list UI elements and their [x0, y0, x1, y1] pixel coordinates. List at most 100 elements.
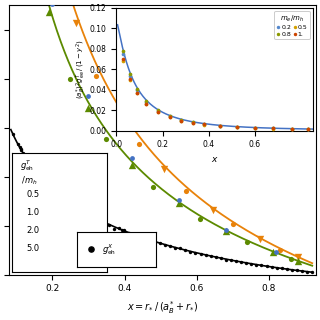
- Point: [136, 142, 141, 147]
- Point: [97, 218, 102, 223]
- Point: [223, 228, 228, 234]
- Point: [25, 156, 30, 162]
- Point: [274, 250, 279, 255]
- Point: [279, 266, 284, 271]
- Point: [284, 267, 289, 272]
- Point: [257, 236, 262, 241]
- Point: [198, 252, 203, 257]
- Point: [91, 215, 96, 220]
- Point: [300, 268, 305, 274]
- Point: [96, 216, 101, 221]
- Point: [213, 255, 218, 260]
- Point: [59, 196, 64, 202]
- Point: [137, 234, 142, 239]
- Point: [295, 255, 300, 260]
- Point: [274, 265, 279, 270]
- Point: [129, 162, 134, 167]
- Point: [211, 207, 216, 212]
- Point: [223, 257, 228, 262]
- Point: [86, 93, 91, 98]
- Point: [116, 109, 122, 115]
- Point: [10, 131, 15, 136]
- Point: [157, 240, 163, 245]
- Point: [107, 223, 112, 228]
- Point: [61, 196, 66, 201]
- Point: [244, 260, 249, 265]
- Point: [270, 249, 275, 254]
- Point: [56, 191, 61, 196]
- Point: [81, 207, 86, 212]
- Point: [122, 227, 127, 232]
- Point: [230, 222, 236, 227]
- Point: [91, 216, 96, 221]
- Point: [127, 230, 132, 235]
- Point: [259, 263, 264, 268]
- X-axis label: $x = r_{*}\,/\,(a^{*}_{B} + r_{*})$: $x = r_{*}\,/\,(a^{*}_{B} + r_{*})$: [127, 299, 198, 316]
- Point: [19, 147, 24, 152]
- Point: [20, 151, 25, 156]
- Point: [18, 144, 23, 149]
- Point: [218, 256, 223, 261]
- Point: [46, 184, 51, 189]
- Point: [295, 259, 300, 264]
- Point: [277, 247, 282, 252]
- Point: [310, 270, 315, 275]
- Point: [86, 212, 92, 217]
- Point: [66, 198, 71, 204]
- Point: [234, 258, 239, 263]
- Point: [264, 264, 269, 269]
- Point: [176, 201, 181, 206]
- Point: [208, 254, 213, 259]
- Point: [152, 240, 157, 245]
- Point: [66, 198, 71, 204]
- Point: [15, 141, 20, 146]
- Point: [151, 184, 156, 189]
- Point: [228, 257, 234, 262]
- Point: [50, 1, 55, 6]
- Point: [142, 236, 147, 241]
- Point: [68, 76, 73, 81]
- Point: [183, 188, 188, 194]
- Point: [86, 213, 91, 218]
- Point: [254, 262, 259, 267]
- Point: [269, 264, 274, 269]
- Point: [172, 245, 178, 250]
- Point: [112, 226, 117, 231]
- Point: [51, 187, 56, 192]
- Point: [245, 240, 250, 245]
- Point: [117, 226, 122, 231]
- Point: [40, 178, 45, 183]
- Point: [223, 227, 228, 232]
- Point: [71, 203, 76, 208]
- Point: [167, 244, 172, 249]
- Point: [42, 177, 47, 182]
- Point: [294, 268, 300, 273]
- Point: [289, 267, 294, 272]
- Point: [129, 156, 134, 161]
- Point: [41, 176, 46, 181]
- Point: [163, 242, 168, 247]
- Point: [183, 248, 188, 253]
- Point: [305, 269, 310, 274]
- Point: [288, 256, 293, 261]
- Point: [86, 105, 91, 110]
- Point: [104, 137, 109, 142]
- Point: [198, 216, 203, 221]
- Point: [30, 165, 36, 170]
- Point: [70, 204, 76, 209]
- Point: [66, 198, 71, 204]
- Point: [36, 171, 41, 176]
- Point: [46, 10, 51, 15]
- Point: [188, 249, 193, 254]
- Point: [100, 218, 105, 223]
- Point: [119, 227, 124, 232]
- Point: [176, 198, 181, 203]
- Point: [249, 261, 254, 266]
- Point: [239, 260, 244, 265]
- Point: [147, 237, 152, 242]
- Point: [203, 253, 208, 258]
- Point: [76, 207, 81, 212]
- Point: [178, 245, 183, 251]
- Point: [73, 21, 78, 26]
- Point: [162, 166, 167, 172]
